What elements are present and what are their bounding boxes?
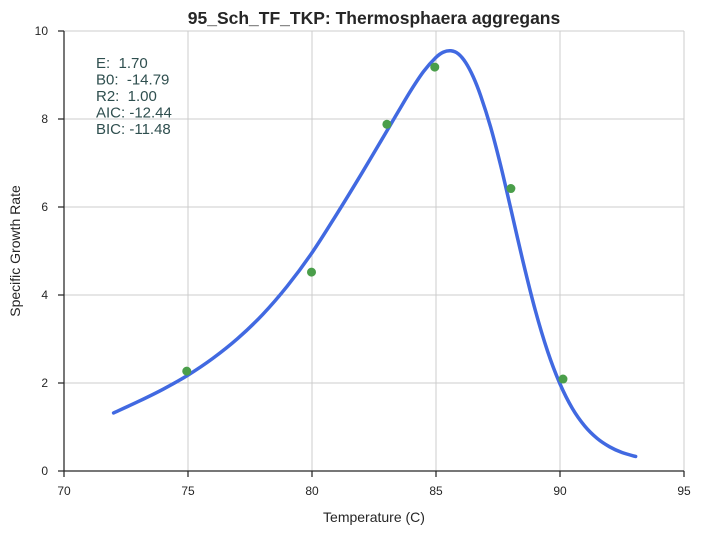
data-point bbox=[382, 119, 392, 129]
stat-annotation: AIC: -12.44 bbox=[96, 105, 172, 122]
y-tick-label: 0 bbox=[41, 464, 48, 478]
stat-annotation: B0: -14.79 bbox=[96, 72, 169, 89]
series-layer bbox=[111, 48, 638, 459]
data-point bbox=[307, 267, 317, 277]
fitted-curve-line bbox=[111, 48, 638, 459]
y-tick-label: 2 bbox=[41, 376, 48, 390]
stat-annotation: BIC: -11.48 bbox=[96, 121, 171, 138]
ticks-layer: 70 75 80 85 90 95 0 2 4 6 8 10 bbox=[35, 24, 691, 498]
chart-title: 95_Sch_TF_TKP: Thermosphaera aggregans bbox=[188, 8, 561, 28]
x-tick-label: 95 bbox=[677, 484, 691, 498]
x-tick-label: 90 bbox=[553, 484, 567, 498]
x-tick-label: 85 bbox=[429, 484, 443, 498]
y-tick-label: 10 bbox=[35, 24, 49, 38]
y-axis-label: Specific Growth Rate bbox=[7, 185, 23, 317]
y-tick-label: 8 bbox=[41, 112, 48, 126]
x-axis-label: Temperature (C) bbox=[323, 509, 425, 525]
grid-layer bbox=[64, 30, 685, 471]
stat-annotation: E: 1.70 bbox=[96, 55, 148, 72]
x-tick-label: 70 bbox=[57, 484, 71, 498]
y-tick-label: 4 bbox=[41, 288, 48, 302]
x-tick-label: 80 bbox=[305, 484, 319, 498]
y-tick-label: 6 bbox=[41, 200, 48, 214]
data-point bbox=[182, 366, 192, 376]
data-point bbox=[430, 62, 440, 72]
data-point bbox=[558, 374, 568, 384]
stat-annotation: R2: 1.00 bbox=[96, 88, 157, 105]
data-point bbox=[506, 184, 516, 194]
x-tick-label: 75 bbox=[181, 484, 195, 498]
axes-layer bbox=[63, 31, 684, 472]
